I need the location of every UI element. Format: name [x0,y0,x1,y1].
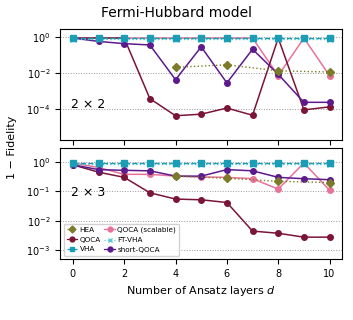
Text: 2 × 3: 2 × 3 [71,186,106,199]
Text: 2 × 2: 2 × 2 [71,98,106,111]
Legend: HEA, QOCA, VHA, QOCA (scalable), FT-VHA, short-QOCA: HEA, QOCA, VHA, QOCA (scalable), FT-VHA,… [64,224,179,256]
Text: 1 − Fidelity: 1 − Fidelity [7,116,17,179]
Text: Fermi-Hubbard model: Fermi-Hubbard model [101,6,252,20]
X-axis label: Number of Ansatz layers $d$: Number of Ansatz layers $d$ [126,284,276,299]
